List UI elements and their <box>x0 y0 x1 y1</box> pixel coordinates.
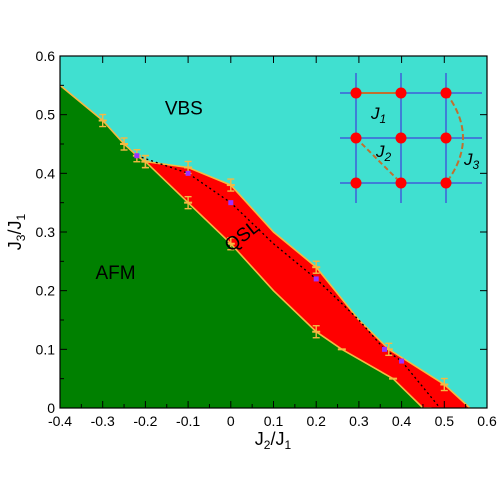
y-tick-label: 0.1 <box>36 341 56 357</box>
qsl-region <box>136 155 470 408</box>
lattice-site <box>350 87 362 99</box>
lattice-inset: J1 J2 J3 <box>340 73 482 203</box>
lattice-site <box>440 177 452 189</box>
j3-bond <box>445 92 464 184</box>
x-axis-label: J2/J1 <box>255 429 292 452</box>
j1-label: J1 <box>370 104 386 126</box>
plot-area <box>60 56 487 408</box>
vbs-label: VBS <box>165 99 203 120</box>
lattice-site <box>395 132 407 144</box>
lattice-site <box>440 132 452 144</box>
j2-bond <box>355 137 402 184</box>
critical-point <box>382 346 388 352</box>
x-tick-label: 0.4 <box>392 413 412 429</box>
x-tick-label: -0.3 <box>91 413 115 429</box>
afm-region <box>60 85 432 408</box>
critical-point <box>134 153 140 159</box>
x-tick-label: -0.1 <box>176 413 200 429</box>
y-tick-label: 0 <box>47 400 55 416</box>
x-axis: -0.4 -0.3 -0.2 -0.1 0 0.1 0.2 0.3 0.4 0.5 0.6 <box>48 56 497 429</box>
y-tick-label: 0.5 <box>36 107 56 123</box>
x-tick-label: 0 <box>227 413 235 429</box>
lattice-site <box>350 132 362 144</box>
j2-label: J2 <box>375 142 392 164</box>
x-tick-label: 0.2 <box>306 413 326 429</box>
y-tick-label: 0.6 <box>36 48 56 64</box>
y-axis: 0 0.1 0.2 0.3 0.4 0.5 0.6 <box>36 48 487 416</box>
lattice-site <box>395 87 407 99</box>
boundary-markers <box>98 113 449 392</box>
afm-label: AFM <box>95 263 135 284</box>
y-tick-label: 0.3 <box>36 224 56 240</box>
x-tick-label: 0.5 <box>435 413 455 429</box>
critical-point <box>228 200 234 206</box>
critical-point <box>185 170 191 176</box>
y-tick-label: 0.4 <box>36 165 56 181</box>
x-tick-label: 0.6 <box>477 413 497 429</box>
lattice-site <box>440 87 452 99</box>
x-tick-label: 0.1 <box>264 413 284 429</box>
x-tick-label: 0.3 <box>349 413 369 429</box>
qsl-vbs-boundary-line <box>136 155 471 408</box>
critical-points <box>134 153 405 364</box>
x-tick-label: -0.4 <box>48 413 72 429</box>
lattice-site <box>395 177 407 189</box>
x-tick-label: -0.2 <box>133 413 157 429</box>
y-tick-label: 0.2 <box>36 283 56 299</box>
lattice-site <box>350 177 362 189</box>
critical-point <box>399 358 405 364</box>
j3-label: J3 <box>463 150 480 172</box>
y-axis-label: J3/J1 <box>5 213 28 250</box>
critical-point <box>313 276 319 282</box>
